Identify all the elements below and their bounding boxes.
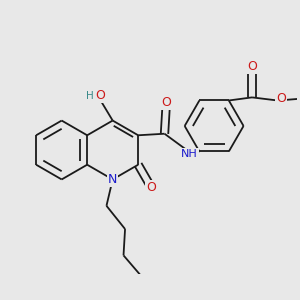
Text: H: H (85, 91, 93, 101)
Text: O: O (161, 96, 171, 109)
Text: O: O (247, 60, 257, 73)
Text: O: O (95, 89, 105, 102)
Text: NH: NH (181, 149, 198, 159)
Text: O: O (276, 92, 286, 105)
Text: N: N (108, 173, 117, 186)
Text: O: O (146, 181, 156, 194)
